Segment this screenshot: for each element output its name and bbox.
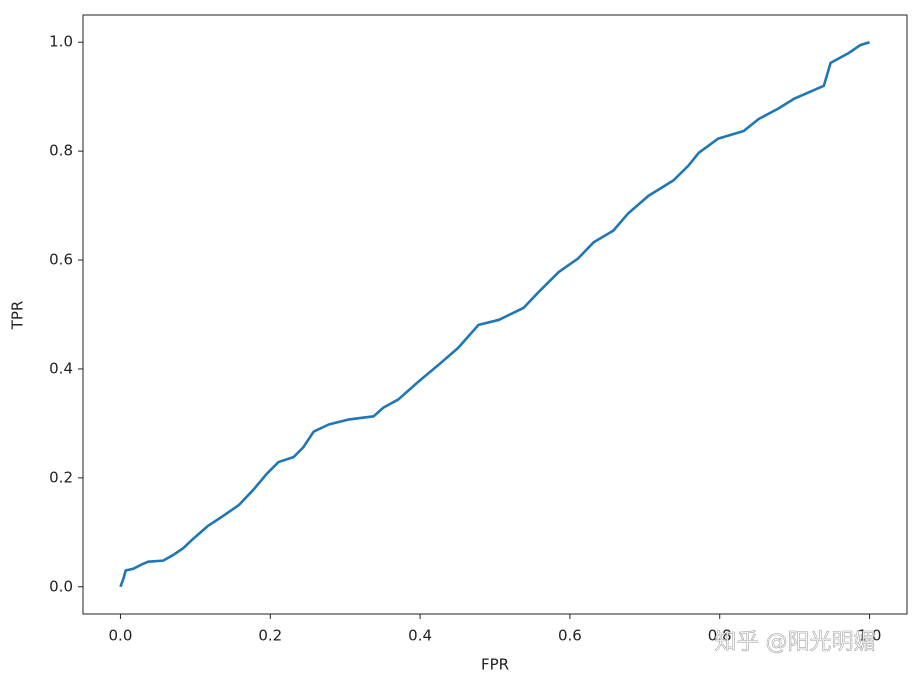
x-tick-label: 0.8	[708, 627, 732, 645]
roc-line	[119, 40, 870, 588]
x-tick-label: 1.0	[858, 627, 882, 645]
y-tick-label: 0.6	[49, 251, 73, 269]
y-tick-label: 0.2	[49, 468, 73, 486]
x-tick-label: 0.2	[258, 627, 282, 645]
y-axis-label: TPR	[9, 301, 27, 331]
y-tick-label: 0.8	[49, 142, 73, 160]
axes-frame	[82, 14, 908, 615]
x-axis-label: FPR	[481, 656, 509, 674]
x-tick-label: 0.4	[408, 627, 432, 645]
y-tick-label: 0.0	[49, 577, 73, 595]
y-tick-label: 1.0	[49, 33, 73, 51]
y-tick-label: 0.4	[49, 359, 73, 377]
x-tick-label: 0.0	[109, 627, 133, 645]
watermark: 知乎 @阳光明媚	[715, 630, 876, 655]
x-tick-label: 0.6	[558, 627, 582, 645]
